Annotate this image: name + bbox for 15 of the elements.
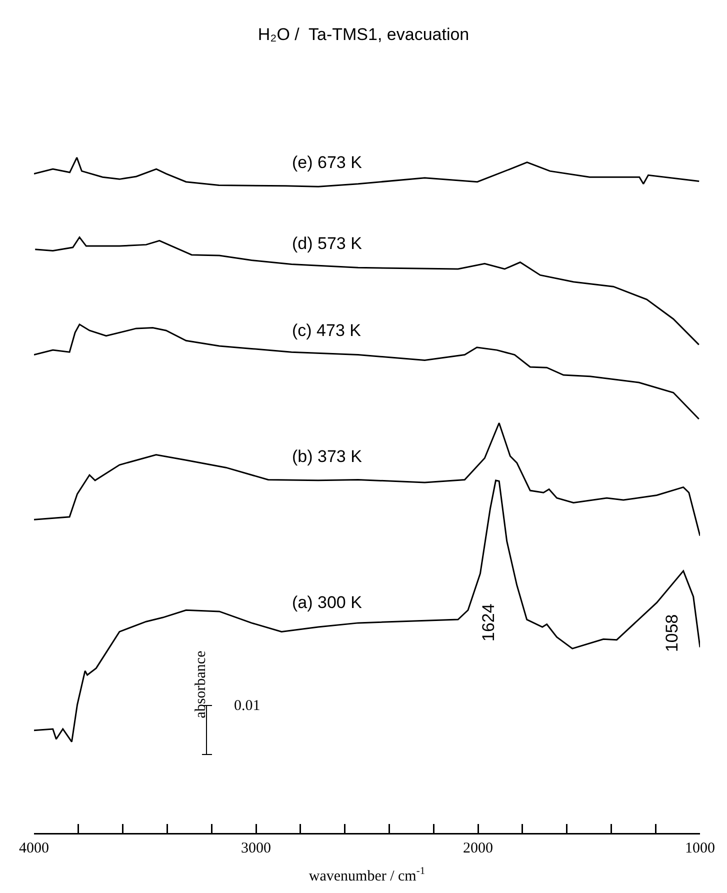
x-tick-label: 1000 bbox=[685, 840, 715, 856]
chart-title: H₂O / Ta-TMS1, evacuation bbox=[258, 24, 470, 44]
x-tick-label: 3000 bbox=[241, 840, 271, 856]
series-label: (b) 373 K bbox=[292, 447, 363, 466]
annotation: 1624 bbox=[478, 604, 498, 642]
x-tick-label: 2000 bbox=[463, 840, 493, 856]
annotation: absorbance bbox=[193, 650, 210, 718]
series-label: (e) 673 K bbox=[292, 153, 363, 172]
series-label: (c) 473 K bbox=[292, 321, 362, 340]
series-label: (d) 573 K bbox=[292, 234, 363, 253]
x-axis-title: wavenumber / cm$^{-1}$ bbox=[308, 866, 426, 884]
annotation: 0.01 bbox=[234, 698, 260, 714]
series-label: (a) 300 K bbox=[292, 593, 363, 612]
annotation: 1058 bbox=[662, 614, 682, 652]
x-tick-label: 4000 bbox=[19, 840, 49, 856]
